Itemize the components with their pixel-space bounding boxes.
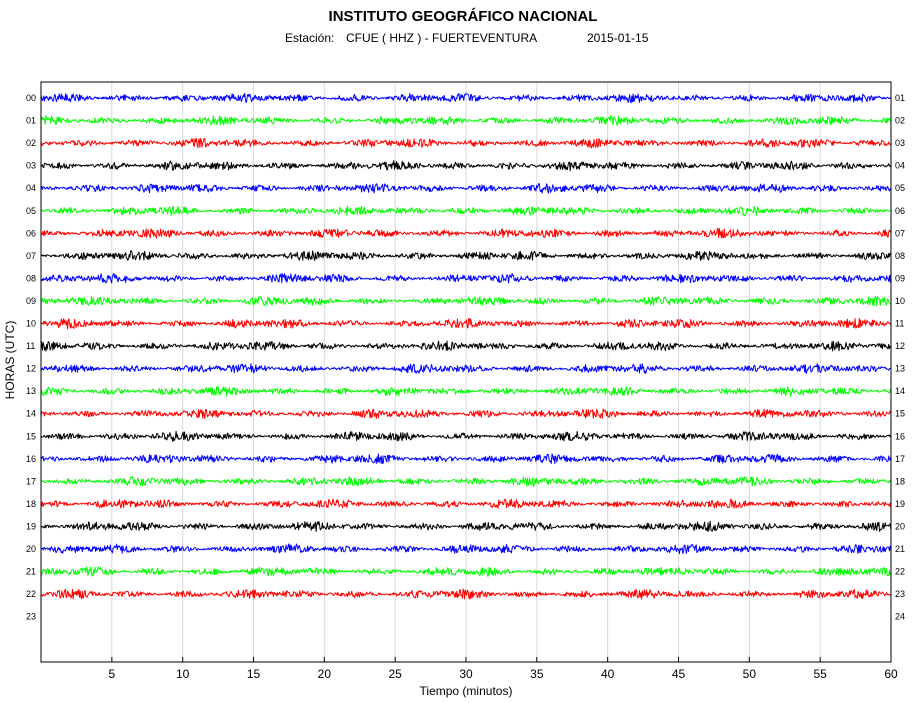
right-hour-label: 21 [895,544,905,554]
station-prefix: Estación: [285,31,334,45]
trace-line [40,430,892,442]
left-hour-label: 20 [26,544,36,554]
seismic-traces [40,92,892,600]
right-hour-label: 10 [895,296,905,306]
trace-line [40,340,892,352]
left-hour-label: 11 [26,341,35,351]
left-hour-label: 02 [26,138,36,148]
trace-line [40,543,892,555]
trace-line [40,453,892,465]
right-hour-label: 18 [895,476,905,486]
trace-line [40,227,892,239]
right-hour-label: 22 [895,567,905,577]
left-hour-label: 05 [26,206,36,216]
x-tick-label: 60 [884,667,898,681]
x-tick-label: 25 [388,667,402,681]
x-tick-label: 20 [318,667,332,681]
x-tick-label: 35 [530,667,544,681]
trace-line [40,295,892,307]
x-axis-label: Tiempo (minutos) [420,684,513,698]
right-hour-label: 20 [895,521,905,531]
trace-line [40,317,892,330]
right-hour-label: 16 [895,431,905,441]
x-tick-label: 50 [743,667,757,681]
left-hour-label: 10 [26,319,36,329]
trace-line [40,114,892,126]
left-hour-label: 09 [26,296,36,306]
left-hour-label: 12 [26,364,36,374]
x-tick-label: 40 [601,667,615,681]
right-hour-label: 13 [895,364,905,374]
right-hour-label: 07 [895,228,905,238]
right-hour-label: 09 [895,273,905,283]
right-hour-label: 17 [895,454,905,464]
right-hour-label: 02 [895,116,905,126]
right-hour-label: 06 [895,206,905,216]
trace-line [40,92,892,104]
left-hour-label: 00 [26,93,36,103]
left-hour-label: 07 [26,251,36,261]
trace-line [40,160,892,172]
left-hour-label: 03 [26,161,36,171]
right-hour-label: 01 [895,93,905,103]
trace-line [40,272,892,284]
left-hour-label: 23 [26,612,36,622]
left-hour-label: 17 [26,476,36,486]
left-hour-label: 22 [26,589,36,599]
left-hour-label: 18 [26,499,36,509]
left-hour-label: 19 [26,521,36,531]
right-hour-label: 04 [895,161,905,171]
right-hour-label: 23 [895,589,905,599]
plot-frame [40,81,892,663]
x-axis-ticks: 5 10 15 20 25 30 35 40 45 50 55 60 [108,657,898,681]
trace-line [40,588,892,600]
trace-line [40,386,892,397]
trace-line [40,566,892,577]
left-hour-label: 14 [26,409,36,419]
right-hour-labels: 01 02 03 04 05 06 07 08 09 10 11 12 13 14 15 16 17 18 19 20… [895,93,905,622]
x-tick-label: 55 [813,667,827,681]
station-name: CFUE ( HHZ ) - FUERTEVENTURA [346,31,537,45]
left-hour-label: 15 [26,431,36,441]
x-tick-label: 30 [459,667,473,681]
left-hour-label: 08 [26,273,36,283]
left-hour-label: 04 [26,183,36,193]
trace-line [40,476,892,487]
left-hour-label: 01 [26,116,36,126]
right-hour-label: 08 [895,251,905,261]
left-hour-label: 16 [26,454,36,464]
trace-line [40,250,892,261]
trace-line [40,137,892,149]
x-tick-label: 45 [672,667,686,681]
chart-title: INSTITUTO GEOGRÁFICO NACIONAL [329,8,598,25]
right-hour-label: 11 [895,319,904,329]
x-tick-label: 10 [176,667,190,681]
x-tick-label: 15 [247,667,261,681]
trace-line [40,408,892,420]
left-hour-label: 21 [26,567,36,577]
right-hour-label: 03 [895,138,905,148]
trace-line [40,498,892,509]
right-hour-label: 19 [895,499,905,509]
x-tick-label: 5 [108,667,115,681]
trace-line [40,183,892,194]
right-hour-label: 15 [895,409,905,419]
record-date: 2015-01-15 [587,31,649,45]
right-hour-label: 24 [895,612,905,622]
left-hour-label: 13 [26,386,36,396]
left-hour-label: 06 [26,228,36,238]
trace-line [40,205,892,217]
trace-line [40,363,892,374]
right-hour-label: 12 [895,341,905,351]
trace-line [40,520,892,533]
left-hour-labels: 00 01 02 03 04 05 06 07 08 09 10 11 12 13 14 15 16 17 18 19… [26,93,36,622]
y-axis-label: HORAS (UTC) [3,321,17,400]
right-hour-label: 14 [895,386,905,396]
right-hour-label: 05 [895,183,905,193]
